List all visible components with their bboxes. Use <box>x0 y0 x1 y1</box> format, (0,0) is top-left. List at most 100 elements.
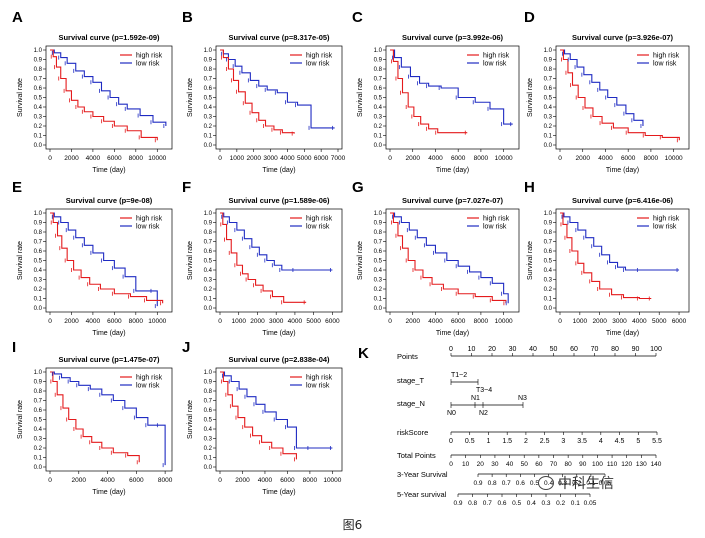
nomogram-tick-label: 1 <box>487 438 491 445</box>
y-tick-label: 0.0 <box>204 465 213 471</box>
nomogram-tick-label: 0.6 <box>516 480 525 487</box>
y-tick-label: 0.2 <box>374 287 383 293</box>
y-tick-label: 0.2 <box>374 124 383 130</box>
y-tick-label: 0.5 <box>204 259 213 265</box>
nomogram-tick-label: 0.5 <box>530 480 539 487</box>
low-risk-curve <box>50 371 166 466</box>
y-tick-label: 1.0 <box>374 211 383 217</box>
y-tick-label: 0.2 <box>34 124 43 130</box>
y-tick-label: 0.6 <box>204 86 213 92</box>
nomogram-tick-label: 3 <box>561 438 565 445</box>
km-panel-a: A Survival curve (p=1.592e-09) 0.0 0.1 0.2 0.… <box>12 9 173 174</box>
y-tick-label: 0.3 <box>374 115 383 121</box>
panel-letter: D <box>524 9 535 26</box>
y-tick-label: 0.2 <box>34 287 43 293</box>
x-tick-label: 4000 <box>86 155 101 162</box>
nomogram-tick-label: 4.5 <box>615 438 625 445</box>
legend-low-label: low risk <box>306 224 330 231</box>
nomogram-cat-label: N3 <box>518 395 527 402</box>
x-tick-label: 4000 <box>258 477 273 484</box>
nomogram-tick-label: 40 <box>529 346 537 353</box>
x-tick-label: 10000 <box>495 318 513 325</box>
y-tick-label: 0.1 <box>34 297 43 303</box>
nomogram-tick-label: 0.4 <box>527 500 536 507</box>
y-tick-label: 0.3 <box>374 278 383 284</box>
x-tick-label: 10000 <box>495 155 513 162</box>
x-tick-label: 6000 <box>451 318 466 325</box>
legend-high-label: high risk <box>653 216 680 223</box>
y-tick-label: 0.3 <box>204 115 213 121</box>
y-axis-label: Survival rate <box>17 241 24 280</box>
y-axis-label: Survival rate <box>527 78 534 117</box>
y-tick-label: 0.8 <box>374 67 383 73</box>
x-tick-label: 4000 <box>280 155 295 162</box>
x-tick-label: 0 <box>218 155 222 162</box>
nomogram-tick-label: 0.1 <box>586 480 595 487</box>
panel-letter: C <box>352 9 363 26</box>
y-axis-label: Survival rate <box>187 241 194 280</box>
y-tick-label: 0.2 <box>204 446 213 452</box>
plot-title: Survival curve (p=3.926e-07) <box>572 33 674 42</box>
low-risk-curve <box>50 212 158 307</box>
panel-letter: I <box>12 339 16 356</box>
y-tick-label: 0.1 <box>204 134 213 140</box>
panel-letter: J <box>182 339 190 356</box>
y-tick-label: 0.8 <box>544 230 553 236</box>
y-tick-label: 0.0 <box>34 306 43 312</box>
nomogram-tick-label: 3.5 <box>577 438 587 445</box>
legend-high-label: high risk <box>306 53 333 60</box>
panel-letter: K <box>358 345 369 362</box>
nomogram-tick-label: 0.5 <box>512 500 521 507</box>
nomogram-tick-label: 70 <box>591 346 599 353</box>
x-tick-label: 6000 <box>621 155 636 162</box>
y-tick-label: 0.4 <box>374 268 383 274</box>
panel-letter: A <box>12 9 23 26</box>
plot-title: Survival curve (p=2.838e-04) <box>228 355 330 364</box>
y-tick-label: 0.3 <box>34 437 43 443</box>
x-tick-label: 6000 <box>280 477 295 484</box>
x-axis-label: Time (day) <box>436 330 469 337</box>
x-tick-label: 10000 <box>665 155 683 162</box>
plot-title: Survival curve (p=6.416e-06) <box>572 196 674 205</box>
high-risk-curve <box>50 49 158 141</box>
legend-low-label: low risk <box>136 224 160 231</box>
y-tick-label: 0.9 <box>204 221 213 227</box>
x-tick-label: 2000 <box>250 318 265 325</box>
y-tick-label: 0.8 <box>204 230 213 236</box>
y-tick-label: 0.4 <box>544 268 553 274</box>
km-panel-i: I Survival curve (p=1.475e-07) 0.0 0.1 0.2 0.… <box>12 339 173 496</box>
x-tick-label: 8000 <box>474 155 489 162</box>
x-tick-label: 10000 <box>148 318 166 325</box>
nomogram-tick-label: 130 <box>636 461 647 468</box>
panel-letter: E <box>12 179 22 196</box>
x-axis-label: Time (day) <box>92 489 125 496</box>
watermark: 中科生信 <box>538 473 614 493</box>
legend-high-label: high risk <box>483 216 510 223</box>
y-tick-label: 0.4 <box>204 268 213 274</box>
y-tick-label: 0.6 <box>374 249 383 255</box>
y-tick-label: 0.5 <box>204 96 213 102</box>
y-tick-label: 0.9 <box>544 58 553 64</box>
y-tick-label: 0.7 <box>544 77 553 83</box>
y-tick-label: 0.7 <box>544 240 553 246</box>
legend-low-label: low risk <box>653 61 677 68</box>
y-tick-label: 0.3 <box>34 278 43 284</box>
x-tick-label: 8000 <box>644 155 659 162</box>
x-tick-label: 2000 <box>72 477 87 484</box>
nomogram-tick-label: 0.9 <box>473 480 482 487</box>
legend-low-label: low risk <box>306 383 330 390</box>
high-risk-curve <box>50 212 164 304</box>
plot-title: Survival curve (p=3.992e-06) <box>402 33 504 42</box>
y-tick-label: 0.1 <box>374 297 383 303</box>
watermark-text: 中科生信 <box>558 476 614 492</box>
y-tick-label: 1.0 <box>204 211 213 217</box>
y-tick-label: 0.2 <box>204 124 213 130</box>
km-panel-b: B Survival curve (p=8.317e-05) 0.0 0.1 0.2 0.… <box>182 9 346 174</box>
nomogram-tick-label: 60 <box>535 461 543 468</box>
x-tick-label: 5000 <box>652 318 667 325</box>
x-tick-label: 3000 <box>263 155 278 162</box>
nomogram-tick-label: 10 <box>462 461 470 468</box>
nomogram-cat-label: N0 <box>447 410 456 417</box>
x-axis-label: Time (day) <box>436 167 469 174</box>
nomogram-tick-label: 0 <box>449 438 453 445</box>
